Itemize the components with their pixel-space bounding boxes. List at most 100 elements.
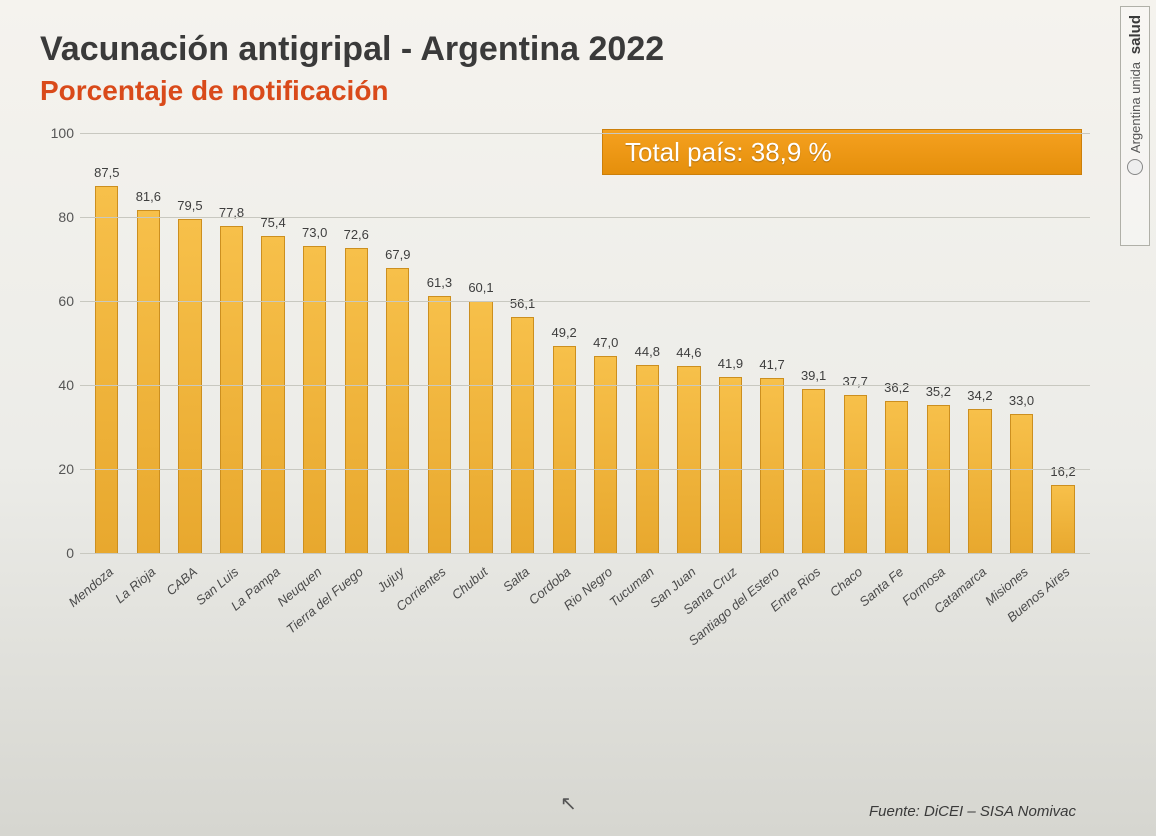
bar-slot: 77,8	[211, 133, 253, 553]
bars-container: 87,5 81,6 79,5 77,875,4 73,0 72,6 67,9 61,3 60,1…	[80, 133, 1090, 553]
brand-sidebar: salud Argentina unida	[1120, 6, 1150, 246]
bar-slot: 35,2	[918, 133, 960, 553]
x-label-slot: Misiones	[1001, 558, 1043, 688]
bar-value-label: 72,6	[344, 227, 369, 242]
x-axis-labels: MendozaLa RiojaCABASan LuisLa PampaNeuqu…	[80, 558, 1090, 688]
page-title: Vacunación antigripal - Argentina 2022	[40, 30, 1116, 69]
bar	[386, 268, 409, 553]
bar-slot: 87,5	[86, 133, 128, 553]
bar-slot: 44,6	[668, 133, 710, 553]
bar-slot: 81,6	[128, 133, 170, 553]
bar	[511, 317, 534, 553]
y-axis: 020406080100	[44, 133, 80, 553]
grid-line	[80, 217, 1090, 218]
x-label-slot: Santa Fe	[876, 558, 918, 688]
bar-value-label: 73,0	[302, 225, 327, 240]
x-label-slot: Chubut	[460, 558, 502, 688]
bar-slot: 73,0	[294, 133, 336, 553]
x-category-label: Jujuy	[375, 564, 408, 595]
bar-value-label: 39,1	[801, 368, 826, 383]
x-category-label: CABA	[163, 564, 200, 598]
x-category-label: Mendoza	[66, 564, 117, 610]
bar	[1051, 485, 1074, 553]
bar-value-label: 34,2	[967, 388, 992, 403]
bar-slot: 34,2	[959, 133, 1001, 553]
bar-value-label: 16,2	[1050, 464, 1075, 479]
bar-value-label: 67,9	[385, 247, 410, 262]
bar	[428, 296, 451, 553]
grid-line	[80, 385, 1090, 386]
bar-slot: 41,9	[710, 133, 752, 553]
bar-slot: 41,7	[751, 133, 793, 553]
bar-slot: 72,6	[335, 133, 377, 553]
y-tick-label: 0	[66, 545, 74, 561]
bar	[636, 365, 659, 553]
bar-value-label: 61,3	[427, 275, 452, 290]
bar-slot: 75,4	[252, 133, 294, 553]
bar-slot: 36,2	[876, 133, 918, 553]
x-label-slot: Buenos Aires	[1042, 558, 1084, 688]
grid-line	[80, 553, 1090, 554]
x-label-slot: San Luis	[211, 558, 253, 688]
bar-slot: 56,1	[502, 133, 544, 553]
y-tick-label: 60	[58, 293, 74, 309]
y-tick-label: 40	[58, 377, 74, 393]
page-subtitle: Porcentaje de notificación	[40, 75, 1116, 107]
bar	[345, 248, 368, 553]
bar-value-label: 56,1	[510, 296, 535, 311]
logo-icon	[1127, 159, 1143, 175]
y-tick-label: 20	[58, 461, 74, 477]
bar-value-label: 47,0	[593, 335, 618, 350]
bar	[553, 346, 576, 553]
x-label-slot: Chaco	[834, 558, 876, 688]
bar	[178, 219, 201, 553]
bar-slot: 39,1	[793, 133, 835, 553]
bar-value-label: 41,9	[718, 356, 743, 371]
source-text: Fuente: DiCEI – SISA Nomivac	[869, 803, 1076, 820]
grid-line	[80, 469, 1090, 470]
x-label-slot: Formosa	[918, 558, 960, 688]
x-label-slot: Jujuy	[377, 558, 419, 688]
y-tick-label: 80	[58, 209, 74, 225]
bar	[303, 246, 326, 553]
bar	[719, 377, 742, 553]
bar-value-label: 37,7	[843, 374, 868, 389]
bar-value-label: 49,2	[551, 325, 576, 340]
sidebar-brand-strong: salud	[1127, 15, 1144, 54]
sidebar-brand-sub: Argentina unida	[1128, 62, 1143, 153]
x-label-slot: Entre Rios	[793, 558, 835, 688]
bar-value-label: 33,0	[1009, 393, 1034, 408]
cursor-icon: ↖	[560, 791, 577, 816]
bar-slot: 47,0	[585, 133, 627, 553]
bar-value-label: 36,2	[884, 380, 909, 395]
y-tick-label: 100	[51, 125, 74, 141]
bar-slot: 49,2	[543, 133, 585, 553]
x-label-slot: Cordoba	[543, 558, 585, 688]
bar-chart: 020406080100 Total país: 38,9 % 87,581,6…	[44, 133, 1104, 693]
x-label-slot: La Rioja	[128, 558, 170, 688]
bar	[137, 210, 160, 553]
bar-value-label: 79,5	[177, 198, 202, 213]
grid-line	[80, 301, 1090, 302]
bar-value-label: 81,6	[136, 189, 161, 204]
bar	[968, 409, 991, 553]
bar-slot: 79,5	[169, 133, 211, 553]
bar	[1010, 414, 1033, 553]
bar-value-label: 60,1	[468, 280, 493, 295]
bar-slot: 37,7	[834, 133, 876, 553]
x-label-slot: Rio Negro	[585, 558, 627, 688]
bar-slot: 44,8	[627, 133, 669, 553]
x-label-slot: Tierra del Fuego	[335, 558, 377, 688]
x-label-slot: Salta	[502, 558, 544, 688]
grid-line	[80, 133, 1090, 134]
bar	[95, 186, 118, 554]
bar	[844, 395, 867, 553]
x-label-slot: CABA	[169, 558, 211, 688]
x-label-slot: Mendoza	[86, 558, 128, 688]
bar-value-label: 35,2	[926, 384, 951, 399]
bar-value-label: 44,8	[635, 344, 660, 359]
bar-slot: 67,9	[377, 133, 419, 553]
x-label-slot: Catamarca	[959, 558, 1001, 688]
bar	[677, 366, 700, 553]
bar-slot: 33,0	[1001, 133, 1043, 553]
